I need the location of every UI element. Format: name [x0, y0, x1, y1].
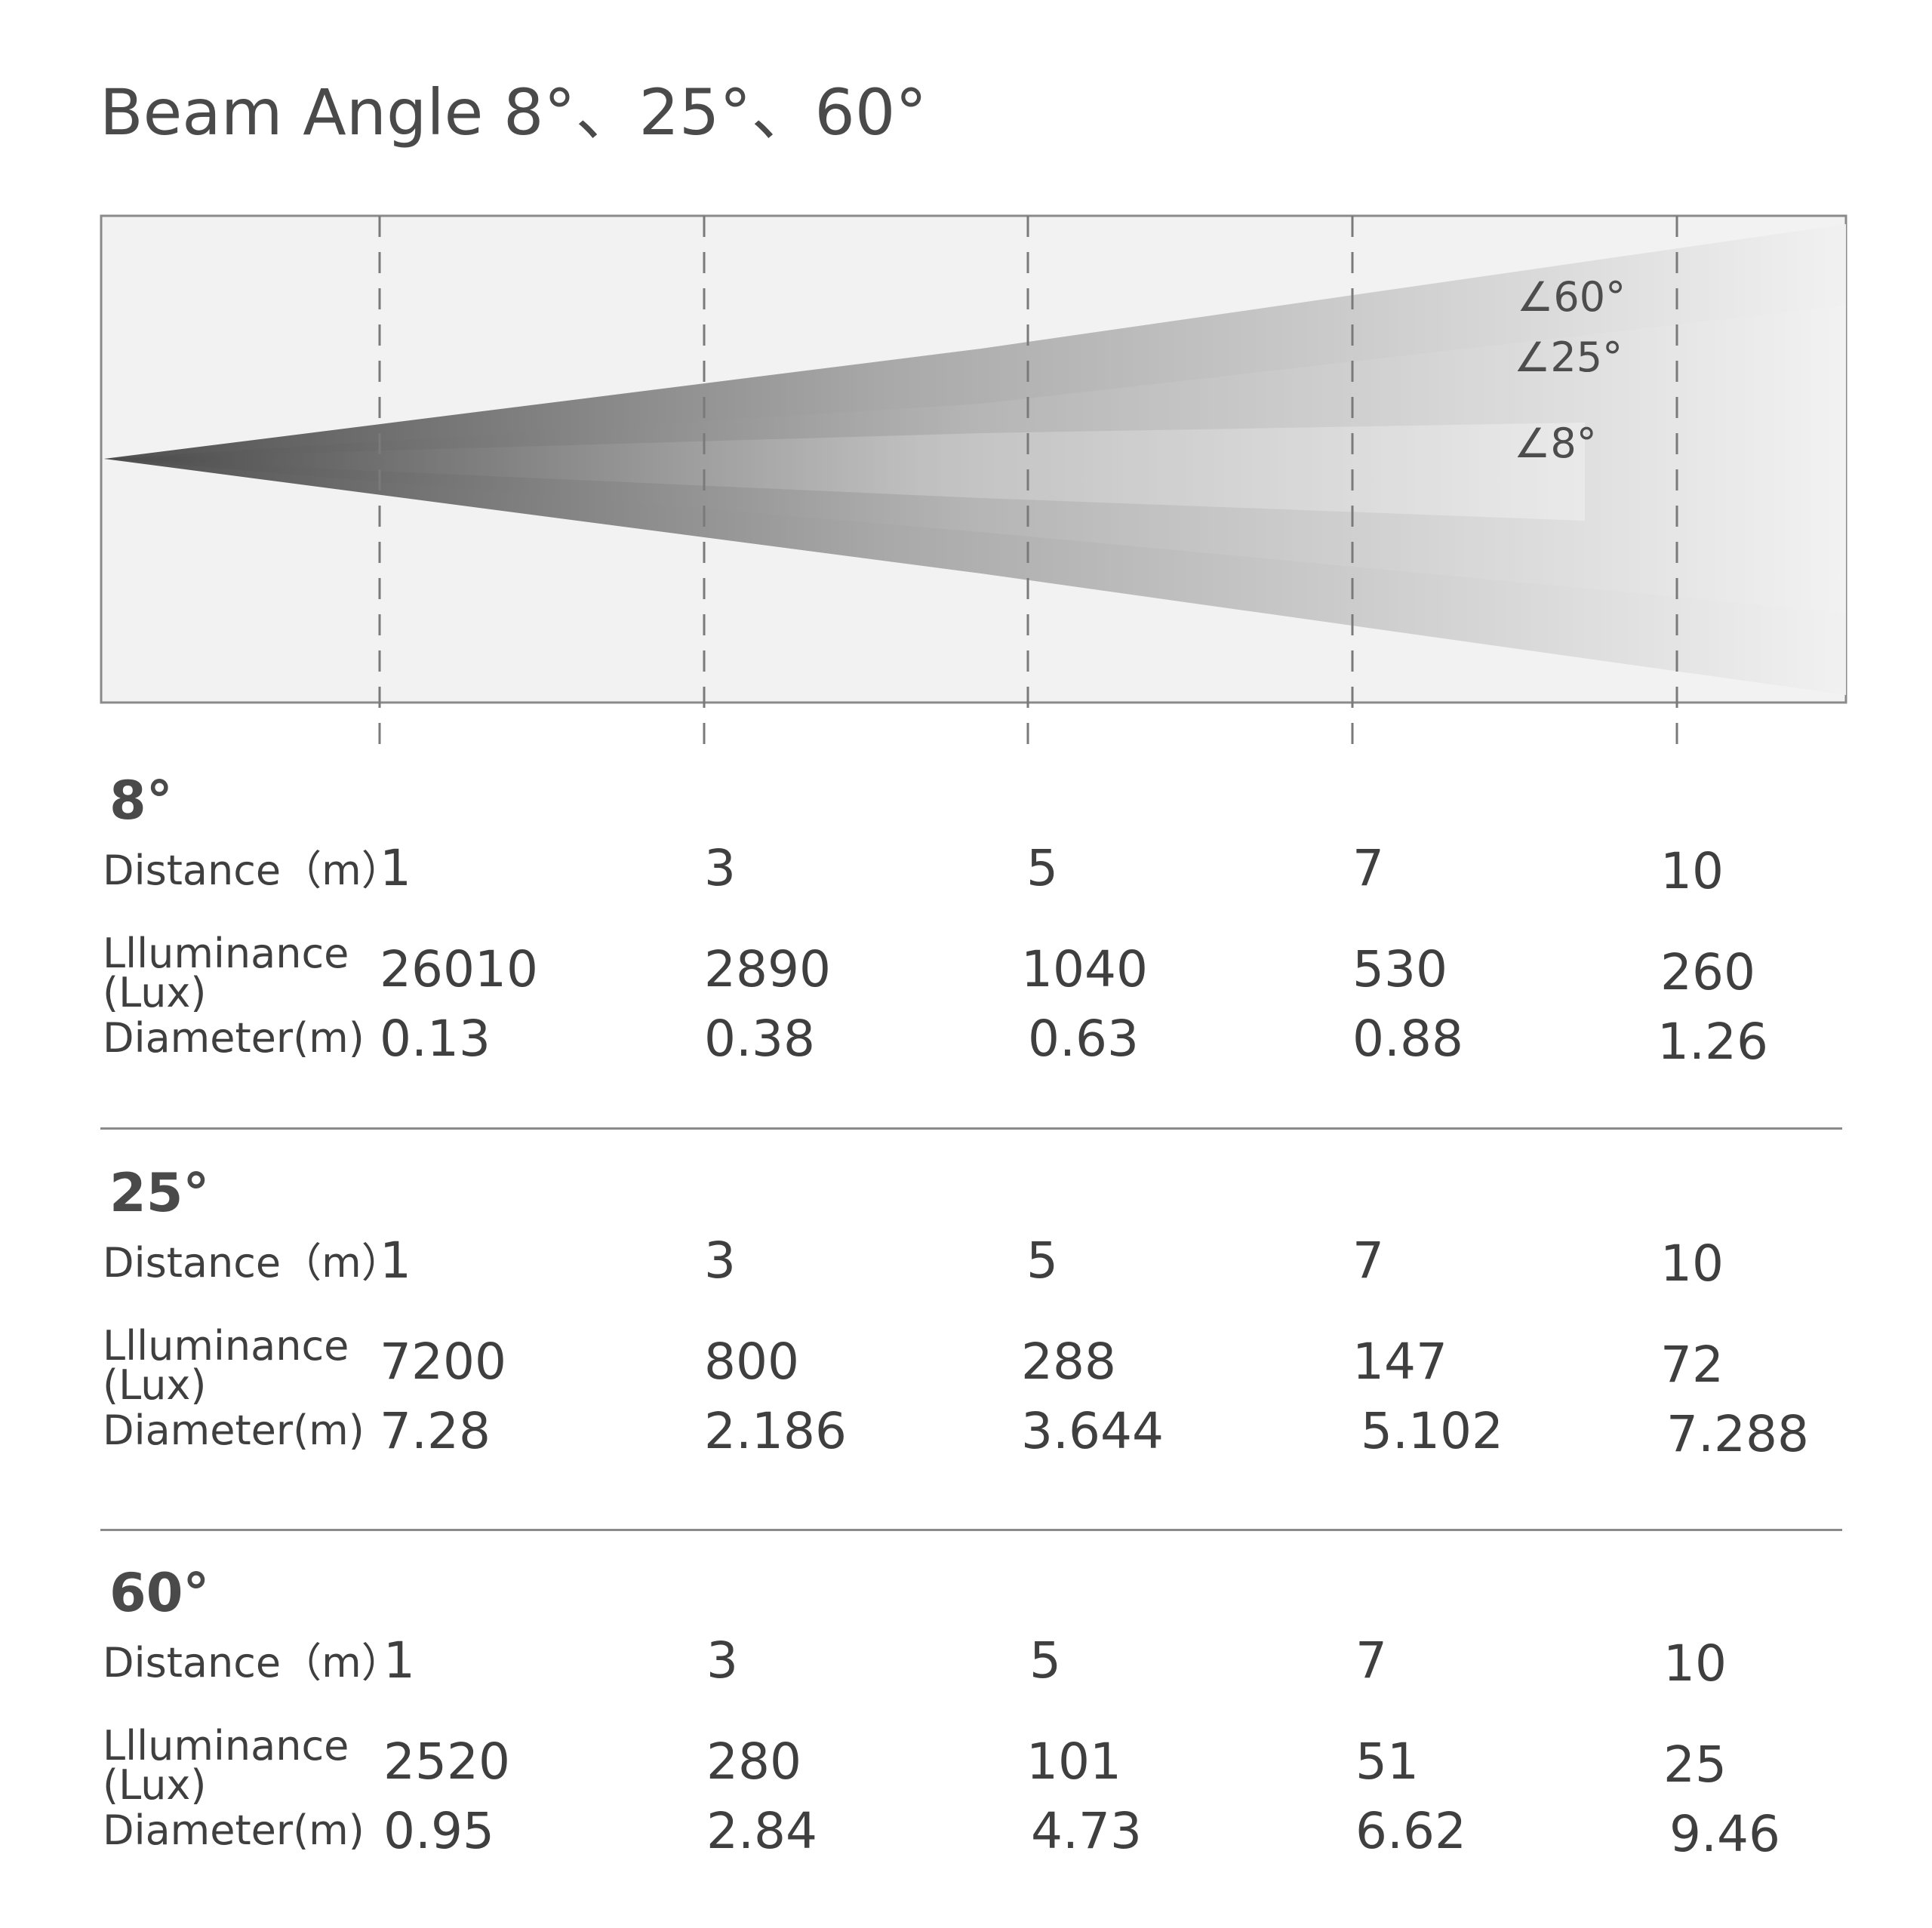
distance-value: 1: [383, 1631, 415, 1690]
illuminance-label-line1: Llluminance: [103, 930, 349, 977]
diameter-value: 1.26: [1657, 1013, 1768, 1071]
angle-label-8: ∠8°: [1514, 420, 1597, 467]
distance-value: 3: [704, 839, 736, 897]
diameter-value: 7.28: [380, 1402, 491, 1460]
diameter-label: Diameter(m): [103, 1807, 365, 1854]
illuminance-value: 26010: [380, 940, 538, 998]
distance-value: 10: [1660, 842, 1724, 900]
distance-value: 1: [380, 839, 411, 897]
illuminance-label: Llluminance (Lux): [103, 1722, 349, 1809]
illuminance-value: 530: [1352, 940, 1447, 998]
section-divider: [100, 1529, 1842, 1531]
illuminance-value: 1040: [1021, 940, 1148, 998]
distance-label: Distance（m）: [103, 1239, 402, 1287]
diameter-value: 4.73: [1031, 1802, 1142, 1860]
distance-value: 10: [1663, 1634, 1727, 1693]
illuminance-value: 72: [1660, 1336, 1724, 1394]
section-title: 60°: [109, 1562, 210, 1624]
diameter-value: 7.288: [1666, 1405, 1809, 1463]
distance-value: 3: [704, 1232, 736, 1290]
distance-value: 7: [1355, 1631, 1387, 1690]
illuminance-value: 280: [706, 1733, 801, 1791]
illuminance-label: Llluminance (Lux): [103, 930, 349, 1016]
illuminance-label-line2: (Lux): [103, 1761, 207, 1809]
diameter-label: Diameter(m): [103, 1407, 365, 1454]
distance-value: 7: [1352, 1232, 1384, 1290]
diameter-value: 0.13: [380, 1010, 491, 1068]
illuminance-value: 2520: [383, 1733, 510, 1791]
distance-label: Distance（m）: [103, 847, 402, 894]
diameter-value: 0.63: [1028, 1010, 1139, 1068]
distance-value: 1: [380, 1232, 411, 1290]
distance-markers: [378, 216, 1678, 755]
illuminance-value: 147: [1352, 1333, 1447, 1391]
distance-value: 10: [1660, 1235, 1724, 1293]
illuminance-value: 288: [1021, 1333, 1116, 1391]
illuminance-label-line1: Llluminance: [103, 1722, 349, 1770]
distance-value: 3: [706, 1631, 738, 1690]
illuminance-label-line2: (Lux): [103, 1361, 207, 1409]
page-title: Beam Angle 8°、25°、60°: [100, 75, 928, 149]
angle-label-60: ∠60°: [1517, 273, 1626, 321]
diameter-value: 2.84: [706, 1802, 817, 1860]
distance-value: 5: [1026, 1232, 1058, 1290]
distance-value: 5: [1026, 839, 1058, 897]
illuminance-value: 800: [704, 1333, 799, 1391]
distance-value: 7: [1352, 839, 1384, 897]
beam-8: [104, 423, 1585, 521]
section-title: 25°: [109, 1162, 210, 1224]
beam-diagram: [100, 214, 1847, 755]
distance-label: Distance（m）: [103, 1639, 402, 1687]
section-title: 8°: [109, 770, 173, 832]
diameter-value: 3.644: [1021, 1402, 1164, 1460]
illuminance-label-line1: Llluminance: [103, 1322, 349, 1370]
diameter-value: 6.62: [1355, 1802, 1466, 1860]
illuminance-value: 260: [1660, 943, 1755, 1001]
diameter-value: 9.46: [1669, 1805, 1780, 1863]
illuminance-value: 7200: [380, 1333, 506, 1391]
diameter-value: 0.88: [1352, 1010, 1463, 1068]
diameter-label: Diameter(m): [103, 1014, 365, 1062]
diameter-value: 2.186: [704, 1402, 847, 1460]
illuminance-label-line2: (Lux): [103, 969, 207, 1016]
diameter-value: 0.38: [704, 1010, 815, 1068]
illuminance-label: Llluminance (Lux): [103, 1322, 349, 1409]
distance-value: 5: [1029, 1631, 1061, 1690]
diameter-value: 0.95: [383, 1802, 494, 1860]
section-divider: [100, 1127, 1842, 1130]
angle-label-25: ∠25°: [1514, 334, 1623, 381]
illuminance-value: 51: [1355, 1733, 1419, 1791]
illuminance-value: 2890: [704, 940, 831, 998]
diameter-value: 5.102: [1361, 1402, 1503, 1460]
illuminance-value: 101: [1026, 1733, 1121, 1791]
illuminance-value: 25: [1663, 1736, 1727, 1794]
